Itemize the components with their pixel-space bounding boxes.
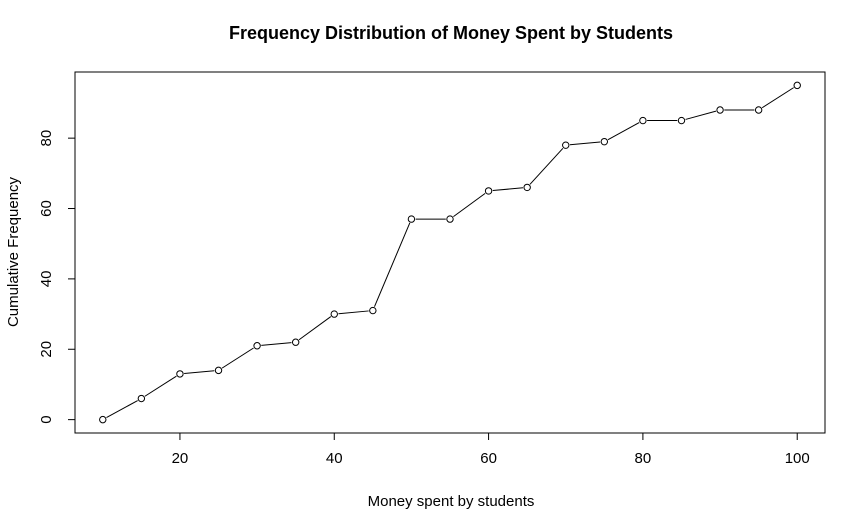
series-line-segment [144,375,177,397]
series-line-segment [261,342,292,346]
series-layer [99,81,801,424]
x-axis: 20 40 60 80 100 [172,432,810,467]
y-tick-label: 40 [38,271,55,288]
data-point [369,306,377,315]
data-point [677,116,686,125]
data-point [523,183,531,192]
data-point [407,215,416,223]
chart-title: Frequency Distribution of Money Spent by… [229,23,673,43]
data-point [176,370,184,378]
data-point [446,215,454,223]
series-line-segment [453,192,486,218]
data-point [600,137,609,146]
y-tick-label: 0 [38,415,55,423]
data-point [716,106,724,114]
data-point [214,366,223,375]
y-axis-label: Cumulative Frequency [5,176,22,327]
data-point [484,187,493,195]
y-tick-label: 20 [38,341,55,358]
y-tick-label: 80 [38,130,55,147]
data-point [330,310,338,318]
data-point [562,141,570,149]
plot-frame [74,71,826,434]
series-line-segment [221,347,254,369]
series-line-segment [374,222,411,307]
x-axis-label: Money spent by students [368,493,535,510]
y-tick-label: 60 [38,200,55,217]
x-tick-label: 100 [785,450,810,467]
series-line-segment [761,87,794,109]
data-point [754,106,763,114]
series-line-segment [492,187,524,192]
series-line-segment [529,147,564,185]
data-point [137,394,146,403]
y-axis: 0 20 40 60 80 [38,130,76,424]
series-line-segment [569,141,601,146]
data-point [291,338,300,346]
series-line-segment [607,122,640,141]
data-point [99,415,107,424]
series-line-segment [685,110,717,120]
data-point [253,342,261,350]
series-line-segment [298,316,332,341]
data-point [639,116,647,125]
x-tick-label: 20 [172,450,189,467]
series-line-segment [106,400,138,419]
data-point [793,81,801,90]
series-line-segment [338,310,369,315]
series-line-segment [184,370,215,375]
x-tick-label: 80 [635,450,652,467]
x-tick-label: 60 [480,450,497,467]
x-tick-label: 40 [326,450,343,467]
